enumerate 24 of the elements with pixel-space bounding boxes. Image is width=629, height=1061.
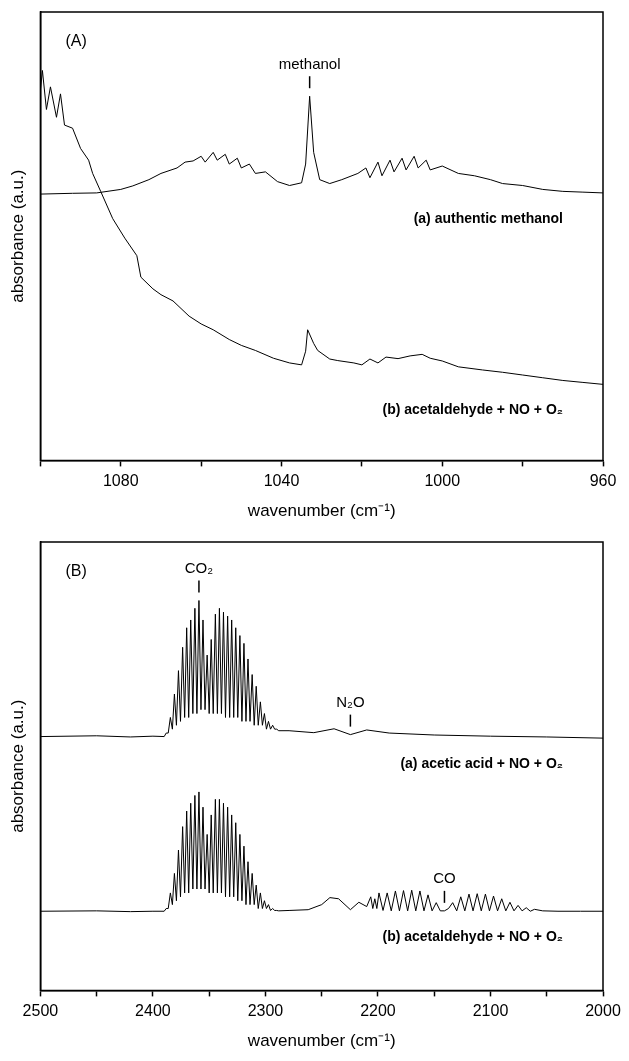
y-axis-title: absorbance (a.u.) [7, 699, 27, 833]
x-tick-label: 1040 [263, 472, 300, 490]
x-axis-title: wavenumber (cm⁻¹) [246, 501, 396, 521]
x-tick-label: 1080 [102, 472, 139, 490]
text: (A) [65, 32, 87, 50]
x-tick-label: 2100 [472, 1002, 509, 1020]
series-label: (a) authentic methanol [413, 209, 563, 226]
x-tick-label: 2000 [585, 1002, 621, 1020]
x-tick-label: 2500 [22, 1002, 59, 1020]
y-axis-title: absorbance (a.u.) [7, 169, 27, 303]
series-label: (b) acetaldehyde + NO + O₂ [382, 401, 563, 418]
text: (B) [65, 562, 87, 580]
x-tick-label: 2200 [360, 1002, 396, 1020]
x-tick-label: 1000 [424, 472, 461, 490]
annotation: methanol [278, 54, 341, 72]
x-tick-label: 2300 [247, 1002, 284, 1020]
annotation: N₂O [336, 693, 365, 711]
annotation: CO [433, 869, 456, 887]
series-label: (b) acetaldehyde + NO + O₂ [382, 928, 563, 945]
x-tick-label: 960 [589, 472, 617, 490]
x-tick-label: 2400 [135, 1002, 171, 1020]
x-axis-title: wavenumber (cm⁻¹) [246, 1031, 396, 1051]
annotation: CO₂ [184, 559, 214, 577]
series-label: (a) acetic acid + NO + O₂ [400, 754, 563, 771]
